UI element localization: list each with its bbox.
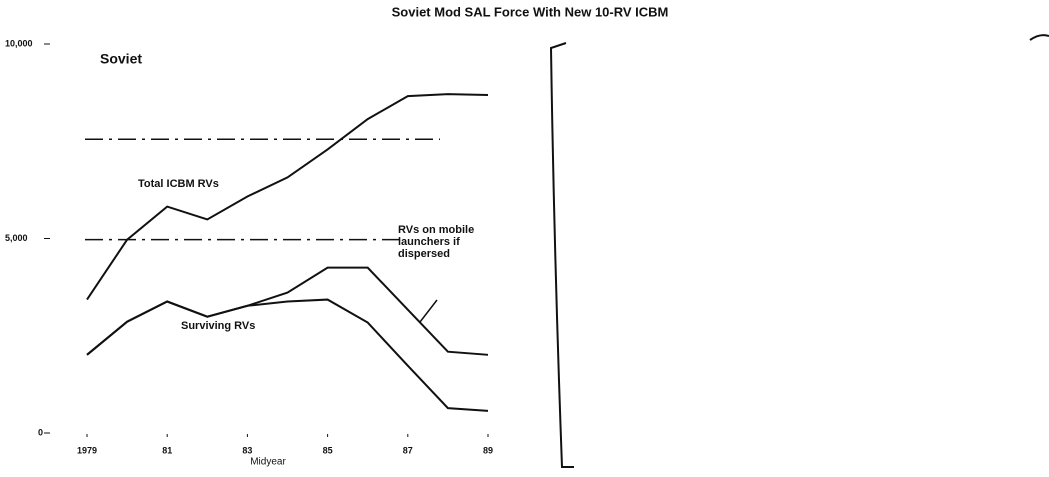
subtitle: Soviet [100,51,142,67]
x-tick-label: 89 [483,445,493,455]
pointer [419,299,438,323]
chart-title: Soviet Mod SAL Force With New 10-RV ICBM [392,4,669,19]
y-tick-label: 5,000 [5,233,28,243]
x-tick-label: 81 [162,445,172,455]
series-label: RVs on mobile launchers if dispersed [398,224,475,260]
y-tick-label: 10,000 [5,38,33,48]
y-tick-label: 0 [38,427,43,437]
x-tick-label: 85 [323,445,333,455]
x-tick-label: 83 [242,445,252,455]
x-tick-label: 1979 [77,445,97,455]
x-axis-label: Midyear [250,457,286,468]
bracket [1029,34,1049,41]
series-label: Total ICBM RVs [138,178,219,190]
series-label: Surviving RVs [181,320,256,332]
series-line [86,93,489,301]
x-tick-label: 87 [403,445,413,455]
series-line [86,298,489,412]
bracket [549,42,574,468]
